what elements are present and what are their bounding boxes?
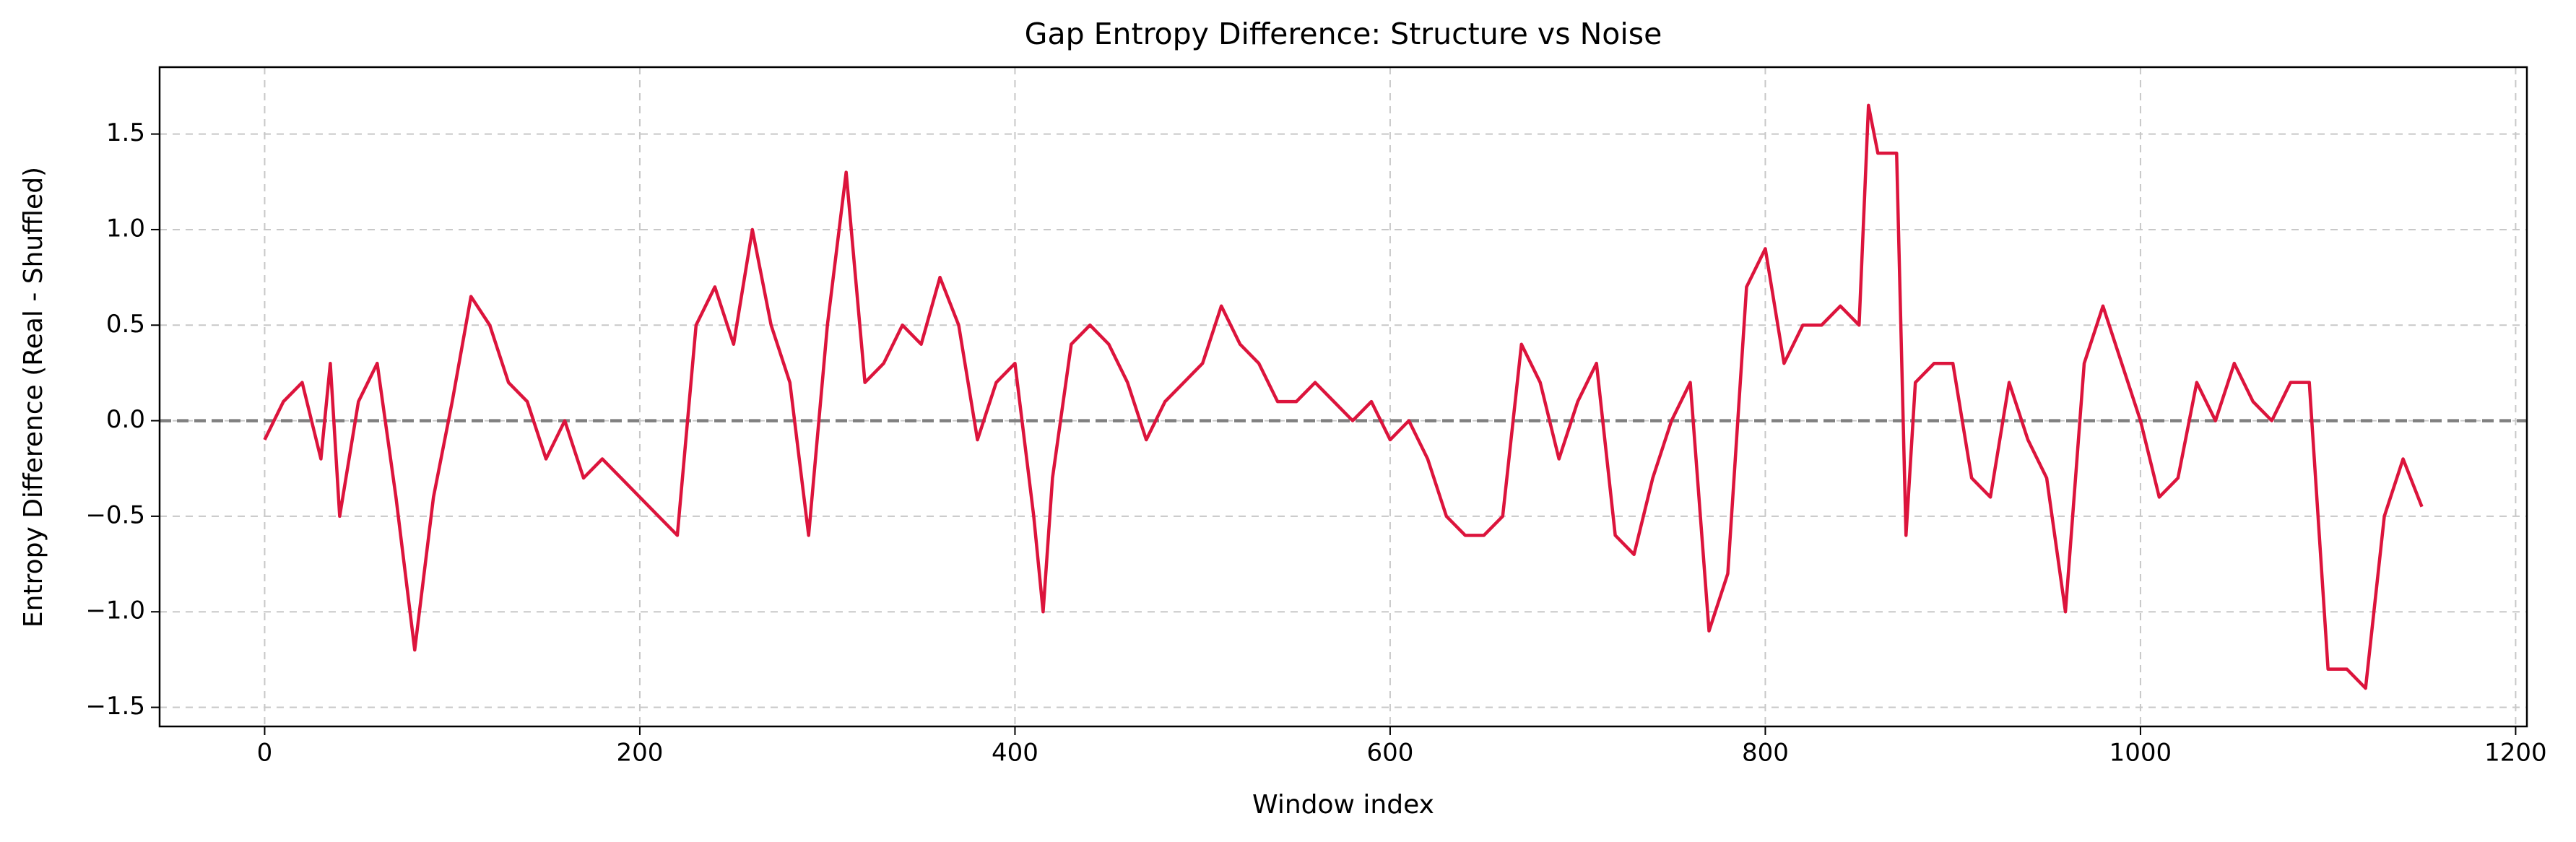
y-tick-label: 1.5 (106, 118, 145, 147)
x-tick-label: 1000 (2109, 739, 2172, 768)
x-tick-label: 200 (616, 739, 663, 768)
x-tick-label: 600 (1366, 739, 1413, 768)
data-line (263, 103, 2424, 690)
y-tick-label: 0.0 (106, 405, 145, 434)
y-tick-label: −1.0 (85, 596, 145, 625)
y-tick-label: −1.5 (85, 692, 145, 721)
x-tick-label: 800 (1742, 739, 1789, 768)
chart-title: Gap Entropy Difference: Structure vs Noi… (1025, 17, 1662, 51)
y-axis-label: Entropy Difference (Real - Shuffled) (19, 167, 48, 628)
x-axis-label: Window index (1252, 790, 1434, 820)
x-tick-label: 0 (257, 739, 273, 768)
y-tick-label: −0.5 (85, 500, 145, 529)
y-tick-label: 0.5 (106, 310, 145, 339)
plot-frame (158, 66, 2528, 728)
x-tick-label: 400 (992, 739, 1038, 768)
x-tick-label: 1200 (2484, 739, 2547, 768)
y-tick-label: 1.0 (106, 214, 145, 243)
